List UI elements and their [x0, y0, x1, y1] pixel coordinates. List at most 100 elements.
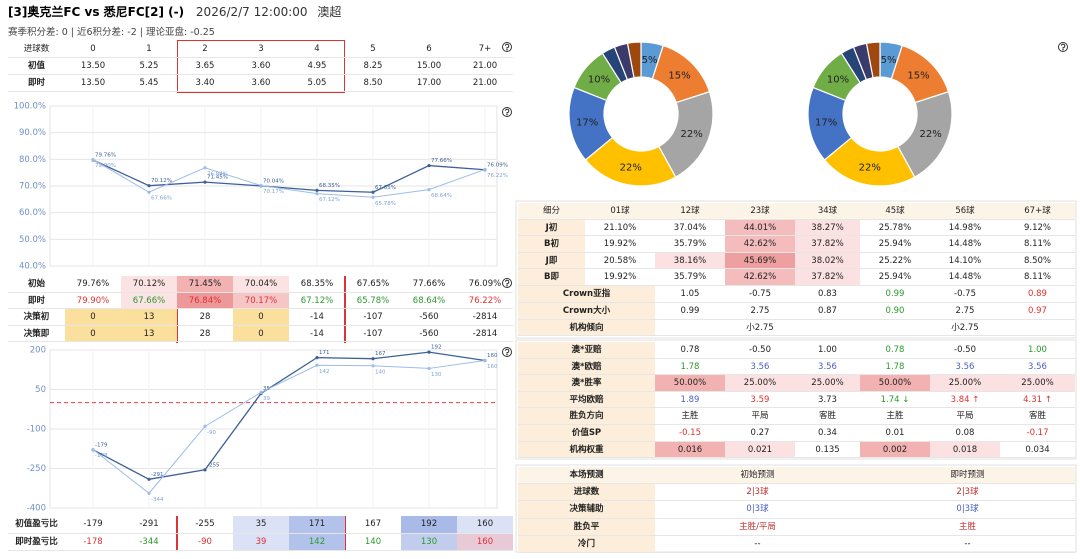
table-cell: 4.95	[289, 58, 345, 75]
series-point	[315, 363, 319, 367]
series-point	[483, 358, 487, 363]
table-cell: 13.50	[65, 75, 121, 92]
table-cell: 0	[65, 325, 121, 343]
table-cell: 0.83	[795, 286, 860, 303]
series-point	[203, 468, 207, 472]
table-cell: 0.002	[860, 441, 930, 459]
table-cell: 0|3球	[655, 501, 860, 519]
table-cell: -90	[177, 534, 233, 551]
series-point	[147, 491, 151, 495]
y-tick-label: -400	[27, 504, 46, 514]
y-tick-label: 90.0%	[19, 128, 46, 138]
table-header: 12球	[655, 203, 725, 220]
table-cell: 17.00	[401, 75, 457, 92]
help-icon[interactable]	[502, 42, 512, 52]
series-point	[147, 184, 151, 188]
table-cell: 客胜	[1000, 408, 1075, 425]
series-point	[371, 190, 375, 194]
table-cell: -107	[345, 326, 401, 343]
row-label: 价值SP	[518, 425, 655, 442]
series-point	[203, 424, 207, 428]
table-cell: 9.12%	[1000, 220, 1075, 237]
table-cell: 3.40	[177, 75, 233, 92]
table-cell: 44.01%	[725, 219, 795, 237]
table-header: 初始预测	[655, 467, 860, 485]
table-cell: -2814	[457, 326, 513, 343]
table-cell: 68.64%	[401, 293, 457, 310]
table-cell: 主胜	[860, 408, 930, 425]
row-label: 决策即	[8, 326, 65, 343]
table-cell: 1.78	[655, 359, 725, 376]
table-cell: -14	[289, 326, 345, 343]
point-label: 79.76%	[95, 152, 116, 158]
table-cell: 14.48%	[930, 269, 1000, 286]
table-cell: -291	[121, 516, 177, 534]
table-cell: 0.018	[930, 441, 1000, 459]
y-tick-label: -100	[27, 425, 46, 435]
row-label: 澳*欧赔	[518, 358, 655, 376]
table-cell	[1000, 320, 1075, 337]
table-cell: -255	[177, 516, 233, 534]
table-cell: 主胜	[655, 408, 725, 425]
table-cell: --	[655, 536, 860, 553]
series-line	[92, 360, 486, 494]
table-header: 1	[121, 41, 177, 58]
point-label: 65.78%	[375, 201, 396, 207]
table-cell: 21.00	[457, 58, 513, 75]
series-point	[203, 180, 207, 184]
point-label: -255	[207, 462, 220, 468]
help-icon[interactable]	[502, 107, 512, 117]
highlight-box	[177, 40, 345, 93]
slice-label: 22%	[920, 129, 942, 140]
table-cell: 37.04%	[655, 220, 725, 237]
point-label: -291	[151, 472, 163, 478]
match-title: [3]奥克兰FC vs 悉尼FC[2] (-)	[8, 5, 185, 19]
series-point	[427, 350, 431, 354]
table-cell: 50.00%	[860, 375, 930, 392]
table-cell: 主胜	[860, 519, 1075, 536]
y-tick-label: 200	[30, 346, 46, 356]
row-label: 机构倾向	[518, 319, 655, 337]
point-label: 76.84%	[207, 171, 228, 177]
table-cell: 0.99	[655, 303, 725, 320]
series-point	[371, 357, 375, 361]
table-cell: 25.94%	[860, 236, 930, 253]
series-point	[259, 390, 263, 394]
table-cell: 2|3球	[860, 484, 1075, 502]
series-point	[315, 188, 319, 192]
table-cell: 0	[233, 325, 289, 343]
table-cell: 67.66%	[121, 292, 177, 310]
table-cell: 167	[345, 516, 401, 534]
table-cell	[795, 320, 860, 337]
donut-slice	[865, 41, 881, 79]
table-cell: 0.87	[795, 303, 860, 320]
slice-label: 17%	[815, 118, 837, 129]
table-cell: 3.84 ↑	[930, 392, 1000, 409]
match-datetime: 2026/2/7 12:00:00	[195, 5, 308, 19]
table-header: 01球	[585, 203, 655, 220]
row-label: 胜负方向	[518, 408, 655, 425]
help-icon[interactable]	[502, 347, 512, 357]
table-cell: 67.65%	[345, 276, 401, 293]
table-cell: 主胜/平局	[655, 519, 860, 536]
table-cell: 28	[177, 309, 233, 326]
table-cell: 5.25	[121, 58, 177, 75]
table-cell: -0.50	[725, 342, 795, 359]
row-label: 初值盈亏比	[8, 516, 65, 534]
table-cell: 1.74 ↓	[860, 392, 930, 409]
table-cell: -14	[289, 309, 345, 326]
table-cell: 25.78%	[860, 220, 930, 237]
series-point	[203, 166, 207, 170]
row-label: Crown亚指	[518, 286, 655, 303]
table-cell: 14.10%	[930, 253, 1000, 270]
table-header: 23球	[725, 203, 795, 220]
table-cell: 13.50	[65, 58, 121, 75]
point-label: 130	[431, 372, 442, 378]
help-icon[interactable]	[502, 278, 512, 288]
slice-label: 10%	[827, 74, 849, 85]
divider	[344, 276, 346, 343]
point-label: 67.12%	[319, 197, 340, 203]
help-icon[interactable]	[1058, 42, 1068, 52]
